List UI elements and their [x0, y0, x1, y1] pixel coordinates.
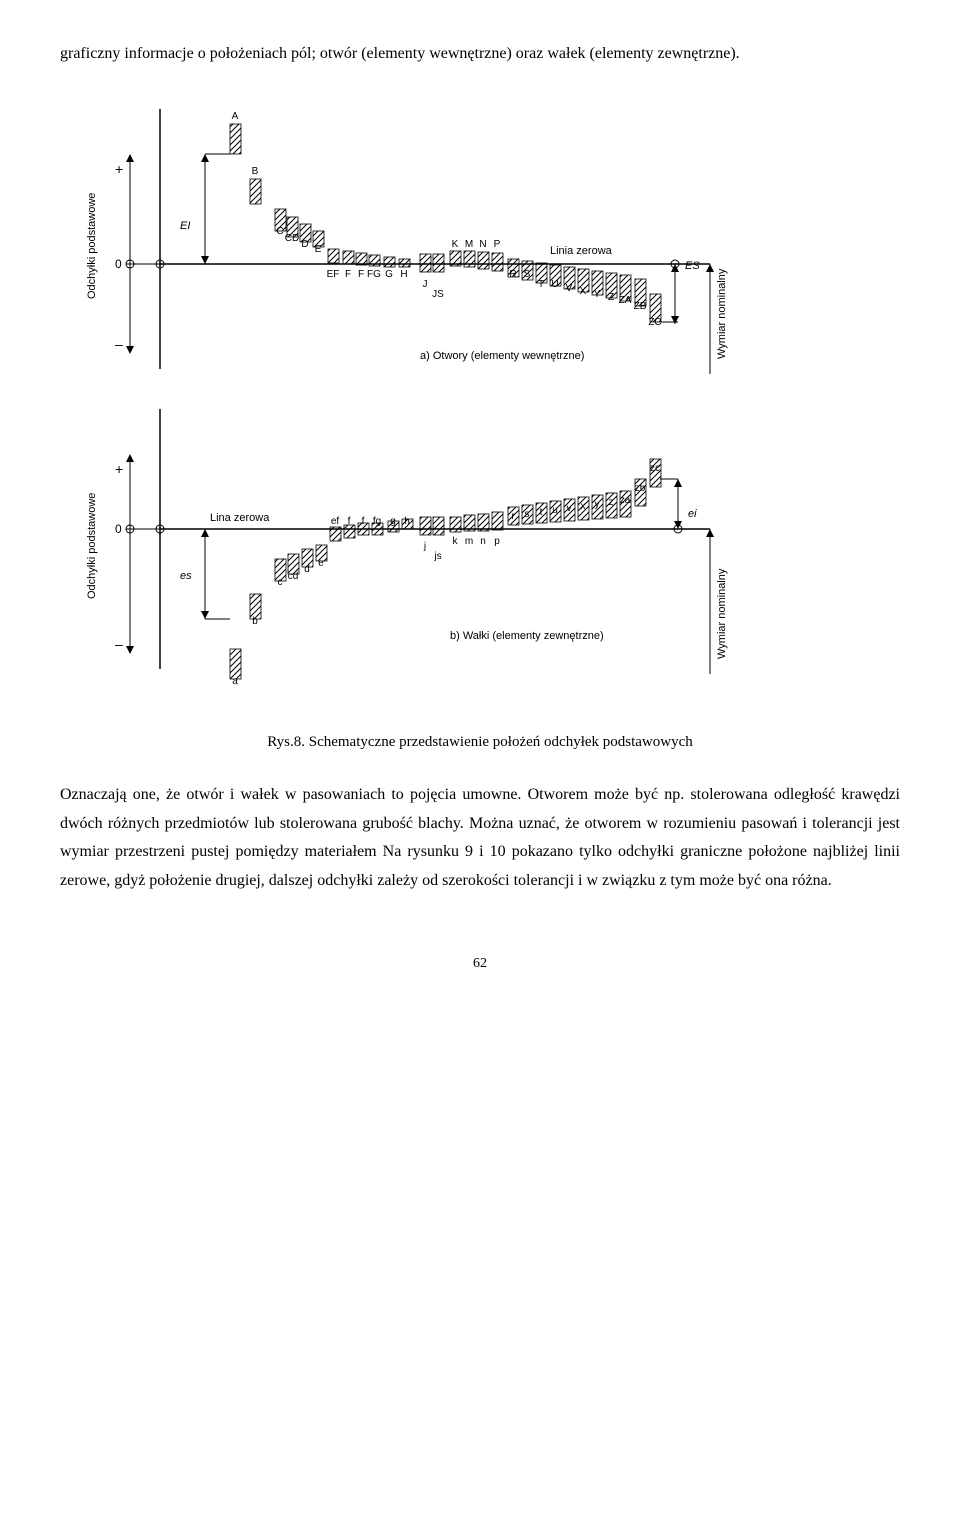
- svg-text:f: f: [362, 516, 365, 527]
- svg-text:Z: Z: [608, 292, 614, 303]
- svg-text:T: T: [538, 279, 544, 290]
- svg-text:a) Otwory (elementy wewnętrzne: a) Otwory (elementy wewnętrzne): [420, 350, 584, 362]
- svg-text:ES: ES: [685, 260, 700, 272]
- svg-text:A: A: [232, 111, 239, 122]
- svg-text:h: h: [404, 516, 410, 527]
- svg-text:D: D: [301, 239, 308, 250]
- svg-text:H: H: [400, 269, 407, 280]
- svg-text:ef: ef: [331, 516, 340, 527]
- svg-text:u: u: [552, 505, 558, 516]
- svg-text:j: j: [423, 541, 426, 552]
- svg-text:js: js: [433, 551, 441, 562]
- svg-text:S: S: [524, 269, 531, 280]
- svg-text:x: x: [581, 501, 586, 512]
- figure-caption: Rys.8. Schematyczne przedstawienie położ…: [60, 734, 900, 751]
- svg-text:z: z: [609, 497, 614, 508]
- svg-text:FG: FG: [367, 269, 381, 280]
- svg-text:V: V: [566, 283, 573, 294]
- svg-text:JS: JS: [432, 289, 444, 300]
- svg-text:k: k: [453, 536, 459, 547]
- svg-text:U: U: [551, 279, 558, 290]
- svg-text:m: m: [465, 536, 473, 547]
- svg-text:+: +: [115, 161, 123, 177]
- svg-text:B: B: [252, 166, 259, 177]
- svg-text:0: 0: [115, 257, 122, 271]
- svg-text:X: X: [580, 286, 587, 297]
- svg-text:G: G: [385, 269, 393, 280]
- svg-text:E: E: [315, 244, 322, 255]
- svg-text:CD: CD: [285, 233, 299, 244]
- svg-text:v: v: [567, 503, 572, 514]
- svg-text:n: n: [480, 536, 486, 547]
- svg-text:C: C: [276, 226, 283, 237]
- svg-text:F: F: [358, 269, 364, 280]
- svg-text:t: t: [540, 507, 543, 518]
- svg-text:Wymiar nominalny: Wymiar nominalny: [716, 568, 728, 659]
- figure-container: +–0Odchyłki podstawoweABCCDDEEFFFFGGHJJS…: [60, 99, 900, 704]
- svg-text:Lina zerowa: Lina zerowa: [210, 512, 270, 524]
- svg-text:ZA: ZA: [619, 295, 632, 306]
- svg-text:zb: zb: [635, 483, 646, 494]
- svg-text:P: P: [494, 239, 501, 250]
- svg-text:g: g: [390, 516, 396, 527]
- svg-text:ZC: ZC: [648, 317, 661, 328]
- svg-text:Odchyłki podstawowe: Odchyłki podstawowe: [86, 192, 98, 298]
- svg-text:0: 0: [115, 522, 122, 536]
- svg-text:K: K: [452, 239, 459, 250]
- intro-text: graficzny informacje o położeniach pól; …: [60, 40, 900, 69]
- svg-text:cd: cd: [288, 571, 299, 582]
- svg-text:F: F: [345, 269, 351, 280]
- svg-text:–: –: [115, 336, 123, 352]
- svg-text:+: +: [115, 461, 123, 477]
- svg-text:Y: Y: [594, 289, 601, 300]
- svg-text:p: p: [494, 536, 500, 547]
- svg-text:ZB: ZB: [634, 301, 647, 312]
- svg-text:N: N: [479, 239, 486, 250]
- svg-text:Linia zerowa: Linia zerowa: [550, 245, 613, 257]
- svg-text:b) Wałki (elementy zewnętrzne): b) Wałki (elementy zewnętrzne): [450, 630, 604, 642]
- svg-text:–: –: [115, 636, 123, 652]
- svg-text:zc: zc: [650, 463, 660, 474]
- svg-text:J: J: [423, 279, 428, 290]
- svg-text:c: c: [278, 577, 283, 588]
- svg-text:za: za: [620, 495, 631, 506]
- svg-text:Wymiar nominalny: Wymiar nominalny: [716, 268, 728, 359]
- svg-text:s: s: [525, 509, 530, 520]
- svg-text:fg: fg: [373, 516, 381, 527]
- svg-text:es: es: [180, 570, 192, 582]
- svg-text:b: b: [252, 616, 258, 627]
- page-number: 62: [60, 956, 900, 972]
- svg-text:EF: EF: [327, 269, 340, 280]
- svg-text:Odchyłki podstawowe: Odchyłki podstawowe: [86, 492, 98, 598]
- svg-text:f: f: [348, 516, 351, 527]
- svg-text:e: e: [318, 558, 324, 569]
- svg-text:a: a: [232, 676, 238, 687]
- svg-text:ei: ei: [688, 508, 697, 520]
- svg-text:d: d: [304, 564, 310, 575]
- svg-text:M: M: [465, 239, 473, 250]
- tolerance-diagram: +–0Odchyłki podstawoweABCCDDEEFFFFGGHJJS…: [60, 99, 820, 699]
- svg-text:R: R: [509, 269, 516, 280]
- svg-text:y: y: [595, 499, 600, 510]
- body-text: Oznaczają one, że otwór i wałek w pasowa…: [60, 781, 900, 896]
- svg-text:EI: EI: [180, 220, 190, 232]
